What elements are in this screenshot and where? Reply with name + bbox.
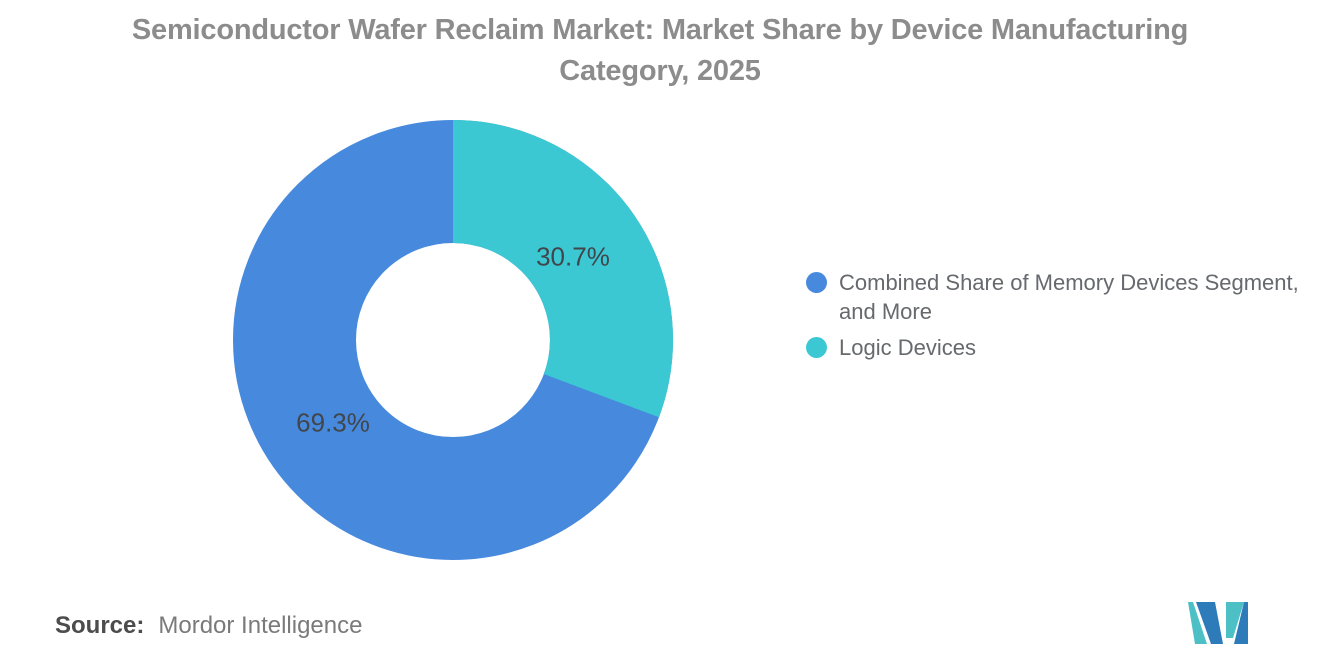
logo-blue-wedge (1234, 602, 1248, 644)
legend-marker-logic-icon (806, 337, 827, 358)
legend: Combined Share of Memory Devices Segment… (806, 268, 1320, 369)
logo-blue-slab (1196, 602, 1223, 644)
legend-item-memory-devices[interactable]: Combined Share of Memory Devices Segment… (806, 268, 1320, 326)
source-value: Mordor Intelligence (158, 612, 363, 639)
legend-item-logic-devices[interactable]: Logic Devices (806, 333, 1320, 362)
chart-title: Semiconductor Wafer Reclaim Market: Mark… (131, 14, 1189, 87)
legend-label-memory-devices: Combined Share of Memory Devices Segment… (839, 270, 1299, 324)
logo-teal-stripe (1188, 602, 1207, 644)
source-attribution: Source: Mordor Intelligence (55, 612, 362, 640)
donut-svg (233, 120, 673, 560)
legend-label-logic-devices: Logic Devices (839, 335, 976, 360)
data-label-memory-devices: 69.3% (296, 407, 370, 438)
logo-teal-block (1226, 602, 1244, 638)
source-label: Source: (55, 612, 145, 639)
donut-chart: 69.3% 30.7% (233, 120, 673, 560)
donut-segment-logic-devices[interactable] (233, 120, 673, 560)
mordor-intelligence-logo-icon (1188, 602, 1248, 644)
legend-marker-memory-icon (806, 272, 827, 293)
data-label-logic-devices: 30.7% (536, 241, 610, 272)
